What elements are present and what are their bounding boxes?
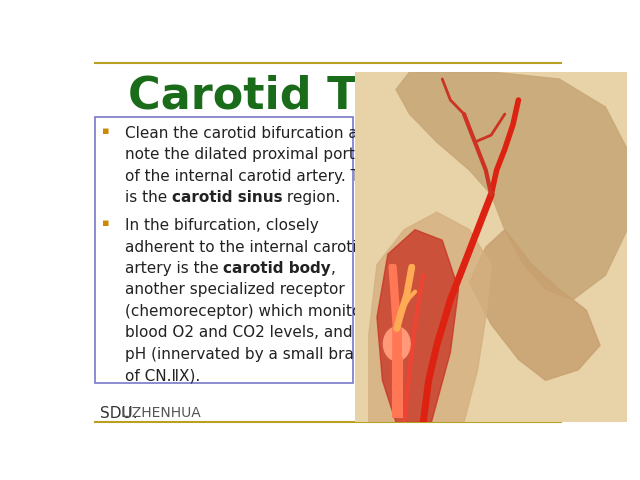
Text: ▪: ▪ (102, 126, 110, 136)
Text: adherent to the internal carotid: adherent to the internal carotid (125, 240, 366, 254)
Text: LIZHENHUA: LIZHENHUA (121, 406, 202, 420)
Text: SDU.: SDU. (100, 406, 138, 420)
Text: ,: , (331, 261, 336, 276)
Text: is the: is the (125, 190, 172, 205)
Text: (chemoreceptor) which monitors: (chemoreceptor) which monitors (125, 304, 376, 319)
Text: of CN.ⅡX).: of CN.ⅡX). (125, 368, 200, 383)
Text: ▪: ▪ (102, 218, 110, 228)
Text: another specialized receptor: another specialized receptor (125, 282, 344, 298)
FancyBboxPatch shape (95, 117, 353, 383)
Text: note the dilated proximal portion: note the dilated proximal portion (125, 147, 378, 162)
Polygon shape (470, 230, 600, 380)
Text: carotid sinus: carotid sinus (172, 190, 282, 205)
Text: blood O2 and CO2 levels, and: blood O2 and CO2 levels, and (125, 325, 352, 340)
Text: region.: region. (282, 190, 340, 205)
Text: Carotid Triangle: Carotid Triangle (127, 75, 529, 118)
Polygon shape (355, 72, 627, 422)
Polygon shape (369, 212, 492, 422)
Text: carotid body: carotid body (223, 261, 331, 276)
Text: Clean the carotid bifurcation and: Clean the carotid bifurcation and (125, 126, 377, 141)
Text: In the bifurcation, closely: In the bifurcation, closely (125, 218, 318, 233)
Text: pH (innervated by a small branch: pH (innervated by a small branch (125, 347, 381, 362)
Polygon shape (396, 72, 627, 300)
Text: artery is the: artery is the (125, 261, 223, 276)
Polygon shape (377, 230, 459, 422)
Ellipse shape (383, 327, 410, 361)
Text: of the internal carotid artery. This: of the internal carotid artery. This (125, 169, 381, 184)
